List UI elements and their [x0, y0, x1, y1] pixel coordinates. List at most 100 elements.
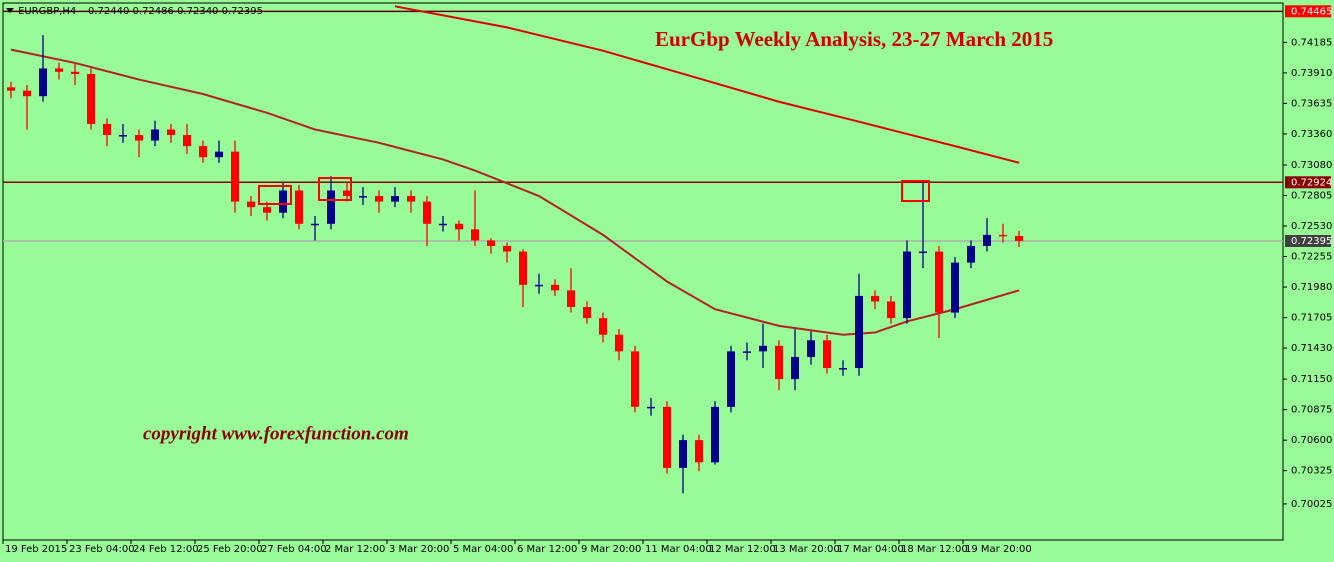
- quote: 0.72440 0.72486 0.72340 0.72395: [88, 6, 263, 17]
- candle-body: [855, 295, 863, 369]
- moving-average: [10, 48, 1020, 336]
- candle-body: [999, 234, 1007, 237]
- x-tick-label: 9 Mar 20:00: [581, 544, 641, 555]
- price-tag-label: 0.72924: [1291, 177, 1332, 188]
- candle-body: [199, 146, 207, 158]
- x-tick-label: 11 Mar 04:00: [645, 544, 712, 555]
- chart-title: EurGbp Weekly Analysis, 23-27 March 2015: [655, 27, 1053, 51]
- y-tick-label: 0.71980: [1291, 282, 1332, 293]
- candle-body: [775, 345, 783, 380]
- x-tick-label: 5 Mar 04:00: [453, 544, 513, 555]
- price-tag: [1285, 234, 1331, 247]
- x-tick-label: 17 Mar 04:00: [837, 544, 904, 555]
- candle-body: [423, 201, 431, 224]
- candle-body: [87, 74, 95, 124]
- price-tag-label: 0.74465: [1291, 6, 1332, 17]
- candle-body: [919, 251, 927, 254]
- y-tick-label: 0.72805: [1291, 190, 1332, 201]
- candle-body: [695, 440, 703, 463]
- candle-body: [343, 190, 351, 197]
- candle-body: [823, 340, 831, 369]
- candle-body: [151, 129, 159, 141]
- candle-body: [599, 318, 607, 335]
- candle-body: [439, 223, 447, 226]
- candle-body: [407, 196, 415, 202]
- menu-arrow: [6, 8, 14, 13]
- candle-body: [167, 129, 175, 136]
- copyright: copyright www.forexfunction.com: [143, 423, 409, 444]
- candle-body: [1015, 235, 1023, 241]
- candle-body: [983, 234, 991, 246]
- highlight-box: [318, 177, 352, 201]
- highlight-box: [901, 180, 930, 202]
- candle-body: [183, 135, 191, 147]
- x-tick-label: 19 Feb 2015: [5, 544, 67, 555]
- candle-body: [887, 301, 895, 319]
- candle-body: [215, 151, 223, 158]
- y-tick-label: 0.70875: [1291, 405, 1332, 416]
- candle-body: [375, 196, 383, 202]
- candle-body: [615, 334, 623, 352]
- moving-average: [394, 5, 1020, 164]
- candle-body: [631, 351, 639, 407]
- x-tick-label: 18 Mar 12:00: [901, 544, 968, 555]
- x-tick-label: 23 Feb 04:00: [69, 544, 135, 555]
- candle-body: [711, 406, 719, 463]
- candle-body: [71, 71, 79, 75]
- y-tick-label: 0.71430: [1291, 343, 1332, 354]
- x-tick-label: 19 Mar 20:00: [965, 544, 1032, 555]
- candle-body: [471, 229, 479, 241]
- candle-body: [247, 201, 255, 208]
- y-tick-label: 0.70325: [1291, 466, 1332, 477]
- y-tick-label: 0.70600: [1291, 435, 1332, 446]
- price-tag: [1285, 5, 1331, 18]
- candle-body: [807, 340, 815, 357]
- x-tick-label: 6 Mar 12:00: [517, 544, 577, 555]
- highlight-box: [258, 185, 292, 205]
- y-tick-label: 0.73080: [1291, 160, 1332, 171]
- x-tick-label: 2 Mar 12:00: [325, 544, 385, 555]
- price-tag-label: 0.72395: [1291, 236, 1332, 247]
- candle-body: [135, 135, 143, 141]
- plot-layer: [3, 5, 1283, 494]
- x-tick-label: 13 Mar 20:00: [773, 544, 840, 555]
- candle-body: [727, 351, 735, 407]
- candle-body: [327, 190, 335, 224]
- candle-body: [455, 223, 463, 230]
- candle-body: [23, 90, 31, 97]
- candle-body: [7, 87, 15, 91]
- candle-body: [647, 406, 655, 409]
- candle-body: [519, 251, 527, 285]
- y-tick-label: 0.73910: [1291, 68, 1332, 79]
- candle-body: [535, 284, 543, 287]
- symbol: EURGBP,H4: [18, 6, 76, 17]
- candle-body: [119, 135, 127, 137]
- candle-body: [503, 245, 511, 252]
- candle-body: [295, 190, 303, 224]
- y-tick-label: 0.72255: [1291, 252, 1332, 263]
- candle-body: [903, 251, 911, 319]
- y-tick-label: 0.70025: [1291, 499, 1332, 510]
- candle-body: [55, 68, 63, 72]
- candle-body: [679, 440, 687, 468]
- x-tick-label: 3 Mar 20:00: [389, 544, 449, 555]
- candle-body: [551, 284, 559, 291]
- candle-body: [759, 345, 767, 352]
- candle-body: [839, 368, 847, 370]
- x-tick-label: 27 Feb 04:00: [261, 544, 327, 555]
- candle-body: [967, 245, 975, 263]
- y-tick-label: 0.73635: [1291, 98, 1332, 109]
- candle-body: [935, 251, 943, 313]
- price-tag: [1285, 176, 1331, 189]
- candle-body: [391, 196, 399, 202]
- candle-body: [39, 68, 47, 97]
- candle-body: [791, 356, 799, 380]
- y-tick-label: 0.71705: [1291, 313, 1332, 324]
- candle-body: [567, 290, 575, 308]
- candle-body: [311, 223, 319, 226]
- candle-body: [263, 207, 271, 213]
- x-tick-label: 12 Mar 12:00: [709, 544, 776, 555]
- y-tick-label: 0.73360: [1291, 129, 1332, 140]
- candle-body: [359, 196, 367, 198]
